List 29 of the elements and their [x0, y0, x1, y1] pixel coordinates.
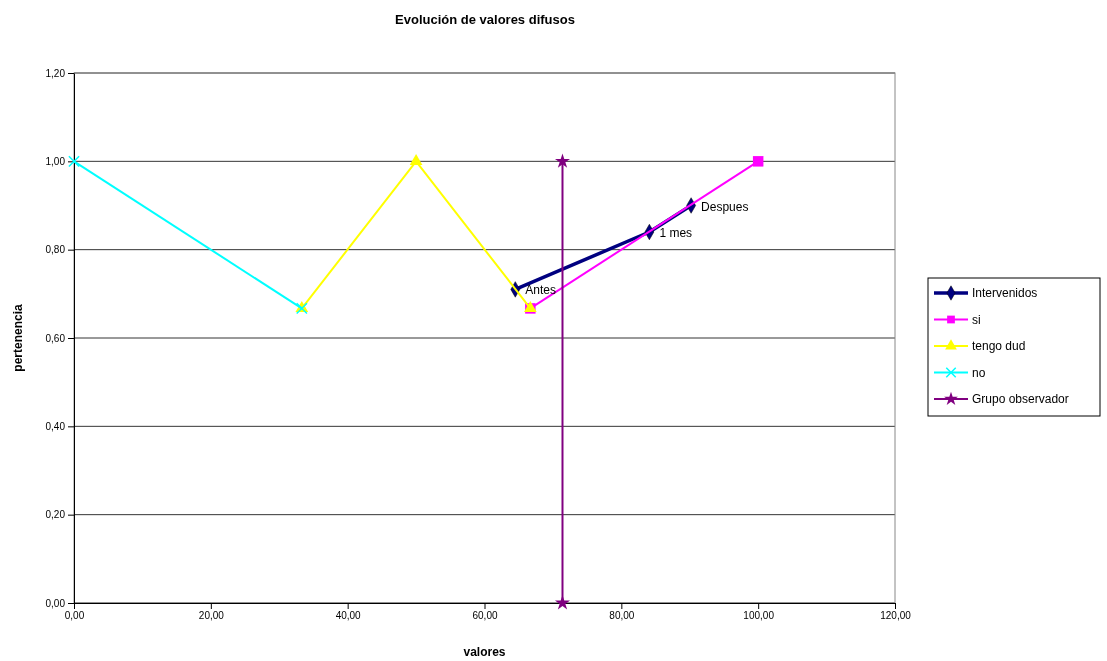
y-tick-label: 0,00	[45, 597, 66, 609]
x-tick-label: 40,00	[335, 610, 362, 622]
y-tick-label: 0,80	[45, 244, 66, 256]
x-axis-title: valores	[463, 645, 506, 659]
legend-label: Grupo observador	[972, 392, 1069, 406]
legend-label: Intervenidos	[972, 286, 1038, 300]
x-tick-label: 100,00	[743, 610, 775, 622]
point	[68, 155, 80, 168]
point	[752, 156, 764, 167]
legend-label: tengo dud	[972, 339, 1026, 353]
y-axis-title: pertenencia	[11, 303, 25, 372]
y-tick-label: 0,60	[45, 332, 66, 344]
annotation: Despues	[701, 199, 749, 214]
annotation: 1 mes	[659, 226, 693, 240]
chart-title: Evolución de valores difusos	[395, 12, 575, 27]
point	[554, 153, 570, 168]
annotation: Antes	[525, 283, 556, 298]
y-tick-label: 0,40	[45, 421, 66, 433]
x-tick-label: 120,00	[880, 610, 912, 622]
point	[554, 595, 570, 610]
x-tick-label: 0,00	[64, 610, 85, 622]
legend-label: no	[972, 365, 986, 380]
y-tick-label: 1,00	[45, 156, 66, 168]
x-tick-label: 20,00	[198, 610, 225, 622]
y-tick-label: 0,20	[45, 509, 66, 521]
x-tick-label: 60,00	[472, 610, 498, 622]
x-tick-label: 80,00	[609, 610, 635, 622]
y-tick-label: 1,20	[45, 67, 66, 79]
legend-label: si	[972, 312, 981, 327]
